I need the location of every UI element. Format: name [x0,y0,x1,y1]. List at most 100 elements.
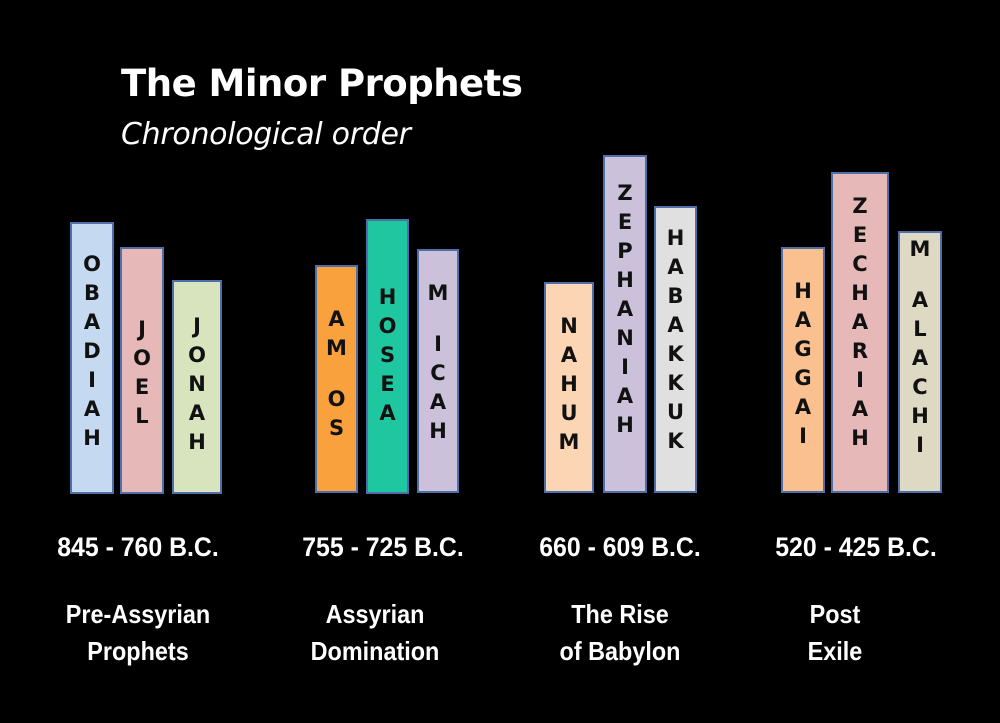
era-babylon: The Rise of Babylon [530,596,710,670]
book-letter: G [794,366,812,390]
book-letter: O [133,346,151,370]
era-line-2: Exile [807,636,863,666]
book-letter: M [326,336,347,360]
book-letter: B [83,281,100,305]
book-letter: H [83,426,101,450]
book-letter: A [379,401,396,425]
book-letter: H [378,285,397,309]
book-letter: H [851,426,869,450]
era-assyrian: Assyrian Domination [285,596,465,670]
book-letter: C [912,375,928,399]
dates-babylon: 660 - 609 B.C. [539,532,701,562]
book-letter: H [911,404,929,428]
book-letter: P [617,239,633,263]
era-line-1: Assyrian [325,599,425,629]
book-letter: O [83,252,101,276]
book-letter: U [666,400,685,424]
book-letter: Z [852,194,868,218]
book-letter: I [916,433,924,457]
book-letter: H [188,430,206,454]
book-letter: A [429,390,447,414]
book-letter: E [380,372,395,396]
book-letter: J [193,314,201,338]
era-pre-assyrian: Pre-Assyrian Prophets [48,596,228,670]
book-letter: A [794,308,812,332]
book-letter: N [560,314,578,338]
book-letter: K [667,342,684,366]
book-letter: E [134,375,150,399]
book-letter: R [851,339,869,363]
book-letter: I [88,368,96,392]
era-line-1: The Rise [571,599,669,629]
book-letter: A [83,397,101,421]
book-letter: S [379,343,396,367]
book-letter: L [913,317,927,341]
book-letter: H [429,419,447,443]
book-letter: K [667,371,684,395]
book-letter: B [667,284,684,308]
book-letter: M [558,430,580,454]
book-letter: H [560,372,578,396]
era-line-1: Pre-Assyrian [65,599,211,629]
era-line-2: of Babylon [559,636,681,666]
era-line-2: Prophets [87,636,189,666]
book-letter: E [852,223,868,247]
book-letter: A [560,343,578,367]
book-letter: H [666,226,685,250]
book-letter: Z [617,181,633,205]
book-letter: D [83,339,101,363]
book-letter: A [851,310,869,334]
book-letter: A [667,255,684,279]
book-letter: H [616,413,634,437]
dates-pre-assyrian: 845 - 760 B.C. [57,532,219,562]
book-letter: L [135,404,149,428]
book-letter: A [851,397,869,421]
book-letter: A [911,346,929,370]
page-title: The Minor Prophets [121,62,523,105]
book-letter: I [621,355,629,379]
book-letter: I [856,368,864,392]
book-letter: E [617,210,633,234]
dates-assyrian: 755 - 725 B.C. [302,532,464,562]
book-letter: A [188,401,206,425]
book-letter: N [616,326,634,350]
era-post-exile: Post Exile [745,596,925,670]
book-letter: O [188,343,206,367]
book-letter: O [327,387,346,411]
era-line-1: Post [809,599,861,629]
book-letter: A [616,384,634,408]
book-letter: O [378,314,397,338]
book-letter: H [851,281,869,305]
book-letter: I [799,424,807,448]
book-letter: M [909,237,931,261]
book-letter: A [911,288,929,312]
book-letter: H [616,268,634,292]
book-letter: M [427,281,449,305]
book-letter: A [328,307,345,331]
era-line-2: Domination [310,636,440,666]
book-letter: A [83,310,101,334]
page-subtitle: Chronological order [121,117,411,152]
